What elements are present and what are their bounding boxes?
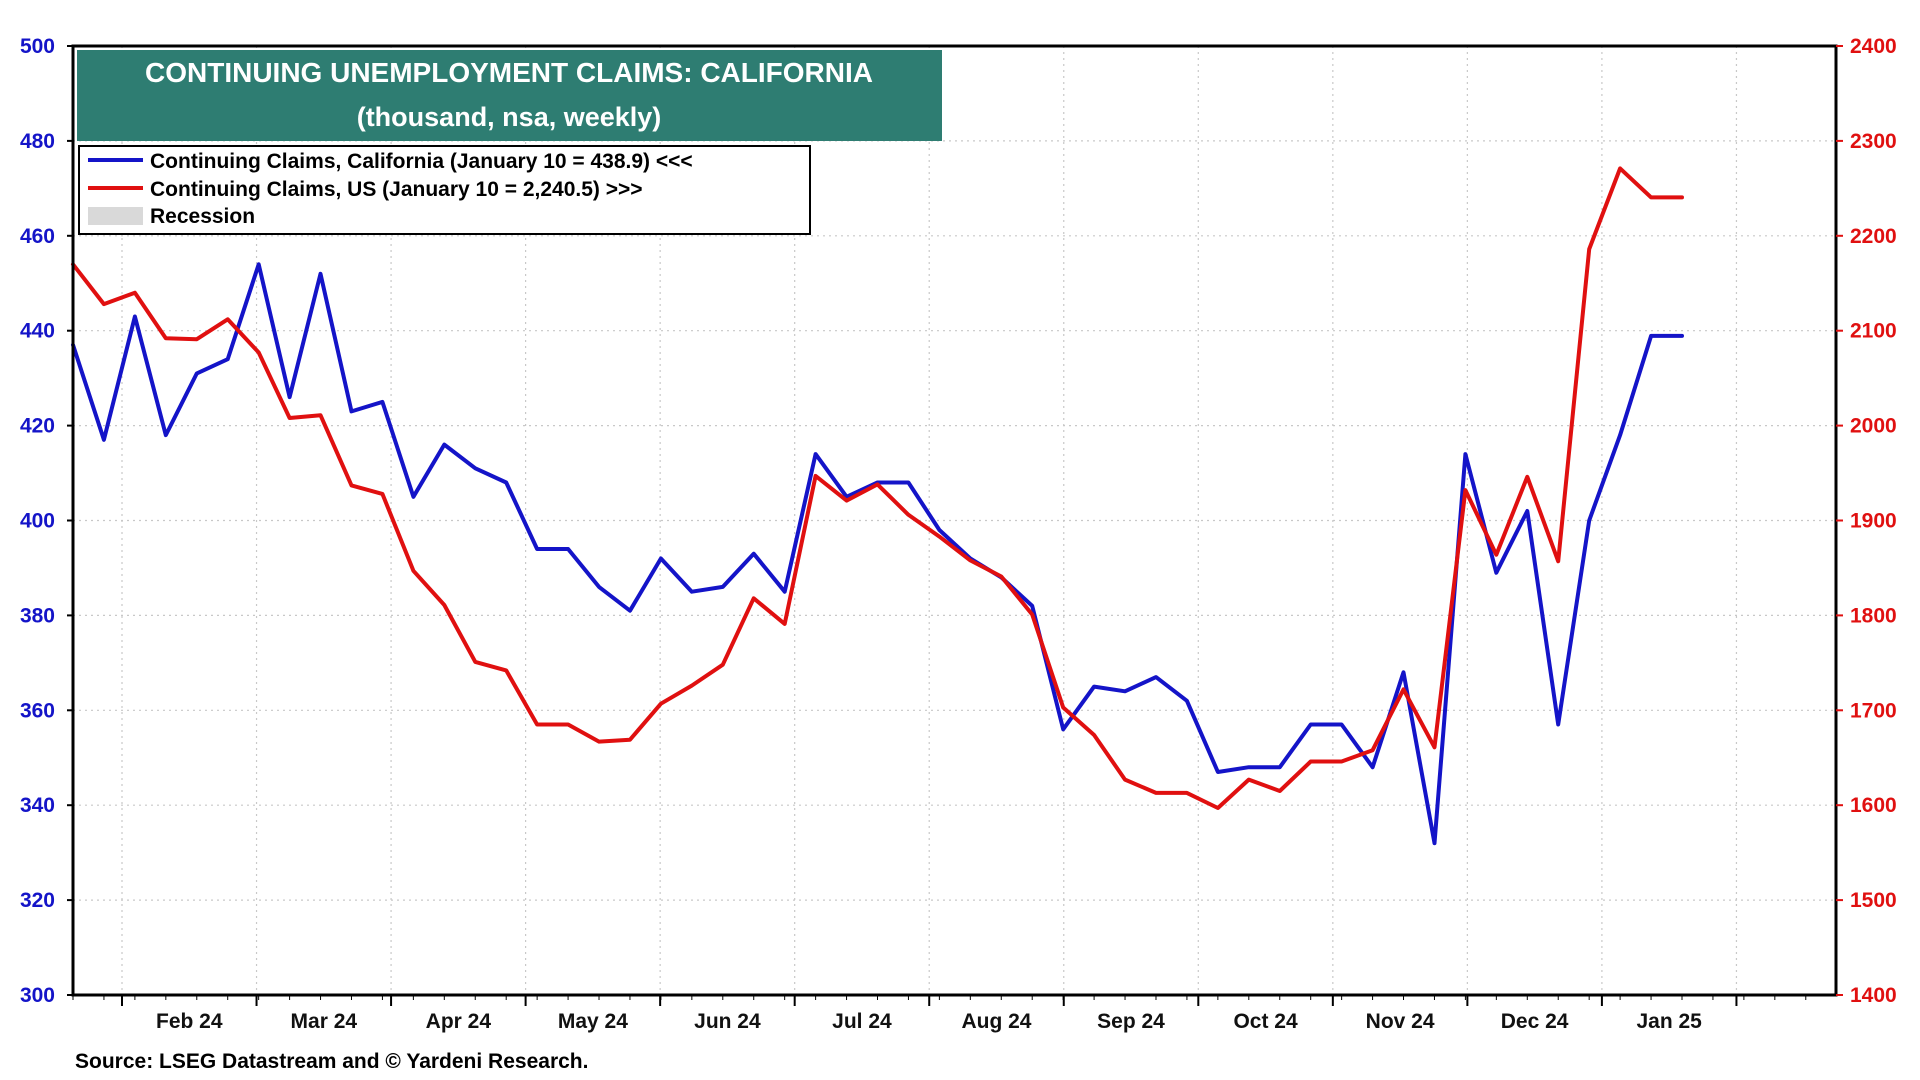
x-tick-label: Jun 24 <box>694 1010 761 1033</box>
y-left-tick-label: 340 <box>20 794 55 817</box>
x-tick-label: Dec 24 <box>1501 1010 1569 1033</box>
y-left-tick-label: 360 <box>20 699 55 722</box>
y-left-tick-label: 480 <box>20 130 55 153</box>
x-tick-label: Nov 24 <box>1366 1010 1435 1033</box>
x-tick-label: Mar 24 <box>291 1010 358 1033</box>
y-right-tick-label: 1400 <box>1850 984 1897 1007</box>
y-left-tick-label: 320 <box>20 889 55 912</box>
source-note: Source: LSEG Datastream and © Yardeni Re… <box>75 1050 588 1073</box>
x-tick-label: Apr 24 <box>426 1010 492 1033</box>
legend: Continuing Claims, California (January 1… <box>78 145 811 235</box>
y-right-tick-label: 2100 <box>1850 320 1897 343</box>
legend-label-us: Continuing Claims, US (January 10 = 2,24… <box>150 178 643 201</box>
x-tick-label: Oct 24 <box>1233 1010 1298 1033</box>
y-left-tick-label: 300 <box>20 984 55 1007</box>
x-tick-label: Aug 24 <box>961 1010 1031 1033</box>
y-left-tick-label: 500 <box>20 35 55 58</box>
y-right-tick-label: 1900 <box>1850 510 1897 533</box>
y-right-tick-label: 1600 <box>1850 794 1897 817</box>
y-left-tick-label: 440 <box>20 320 55 343</box>
y-right-tick-label: 2300 <box>1850 130 1897 153</box>
title-box: CONTINUING UNEMPLOYMENT CLAIMS: CALIFORN… <box>77 50 942 141</box>
x-tick-label: Sep 24 <box>1097 1010 1165 1033</box>
y-left-tick-label: 420 <box>20 415 55 438</box>
legend-label-recession: Recession <box>150 205 255 228</box>
series-line-california <box>71 262 1684 846</box>
x-tick-label: Jan 25 <box>1636 1010 1702 1033</box>
legend-label-california: Continuing Claims, California (January 1… <box>150 150 693 173</box>
title-background <box>77 50 942 141</box>
y-right-tick-label: 2000 <box>1850 415 1897 438</box>
y-right-tick-label: 1700 <box>1850 699 1897 722</box>
chart-subtitle: (thousand, nsa, weekly) <box>357 102 662 132</box>
series-layer <box>71 166 1684 846</box>
x-tick-label: Jul 24 <box>832 1010 892 1033</box>
y-right-tick-label: 2200 <box>1850 225 1897 248</box>
x-tick-label: Feb 24 <box>156 1010 223 1033</box>
legend-swatch-recession <box>88 207 143 225</box>
y-right-tick-label: 1800 <box>1850 604 1897 627</box>
y-left-tick-label: 400 <box>20 510 55 533</box>
legend-box <box>78 145 811 235</box>
chart-title: CONTINUING UNEMPLOYMENT CLAIMS: CALIFORN… <box>145 57 873 88</box>
x-tick-label: May 24 <box>558 1010 628 1033</box>
y-left-tick-label: 380 <box>20 604 55 627</box>
y-left-tick-label: 460 <box>20 225 55 248</box>
y-right-tick-label: 2400 <box>1850 35 1897 58</box>
y-right-tick-label: 1500 <box>1850 889 1897 912</box>
series-line-us <box>71 166 1684 810</box>
axis-layer: 300 320 340 360 380 400 420 440 460 480 500 1400 150… <box>20 35 1897 1033</box>
